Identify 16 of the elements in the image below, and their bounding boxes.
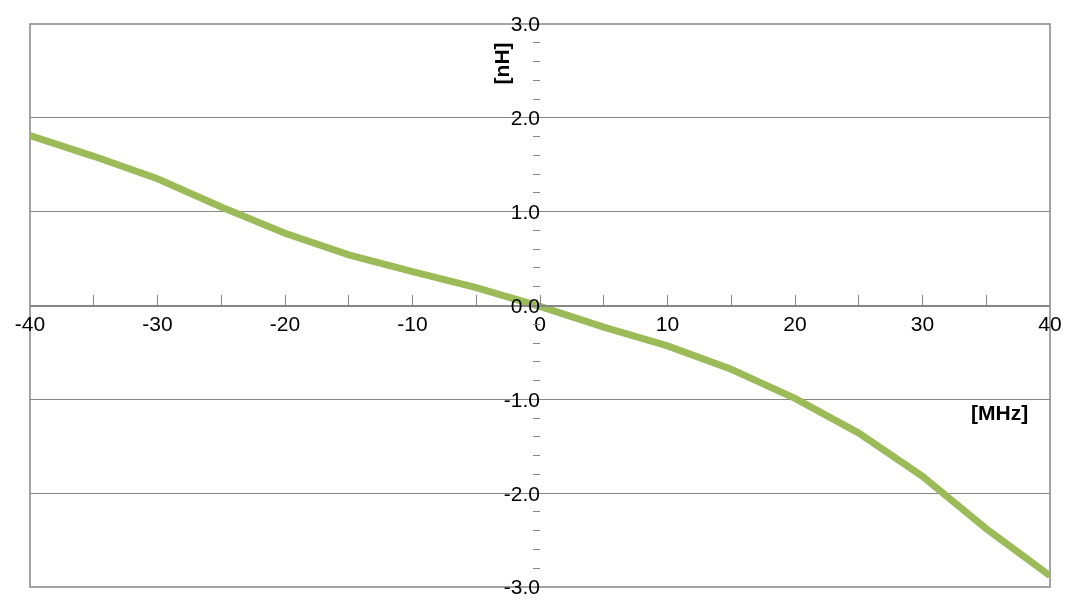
x-tick-label: 10 [655, 312, 680, 336]
x-tick-label: -30 [142, 312, 173, 336]
x-tick-label: 30 [910, 312, 935, 336]
y-tick-label: 3.0 [510, 12, 540, 36]
y-axis-title: [nH] [489, 42, 513, 85]
y-tick-label: -2.0 [503, 481, 540, 505]
y-tick-label: -3.0 [503, 575, 540, 599]
x-tick-label: 20 [783, 312, 807, 336]
x-tick-label: -20 [269, 312, 301, 336]
y-tick-label: 1.0 [510, 200, 540, 224]
x-tick-label: -40 [14, 312, 46, 336]
x-axis-title: [MHz] [971, 401, 1029, 424]
y-tick-label: 2.0 [510, 106, 540, 130]
y-tick-label: -1.0 [503, 387, 540, 411]
x-tick-label: 40 [1038, 312, 1062, 336]
x-tick-label: -10 [397, 312, 428, 336]
